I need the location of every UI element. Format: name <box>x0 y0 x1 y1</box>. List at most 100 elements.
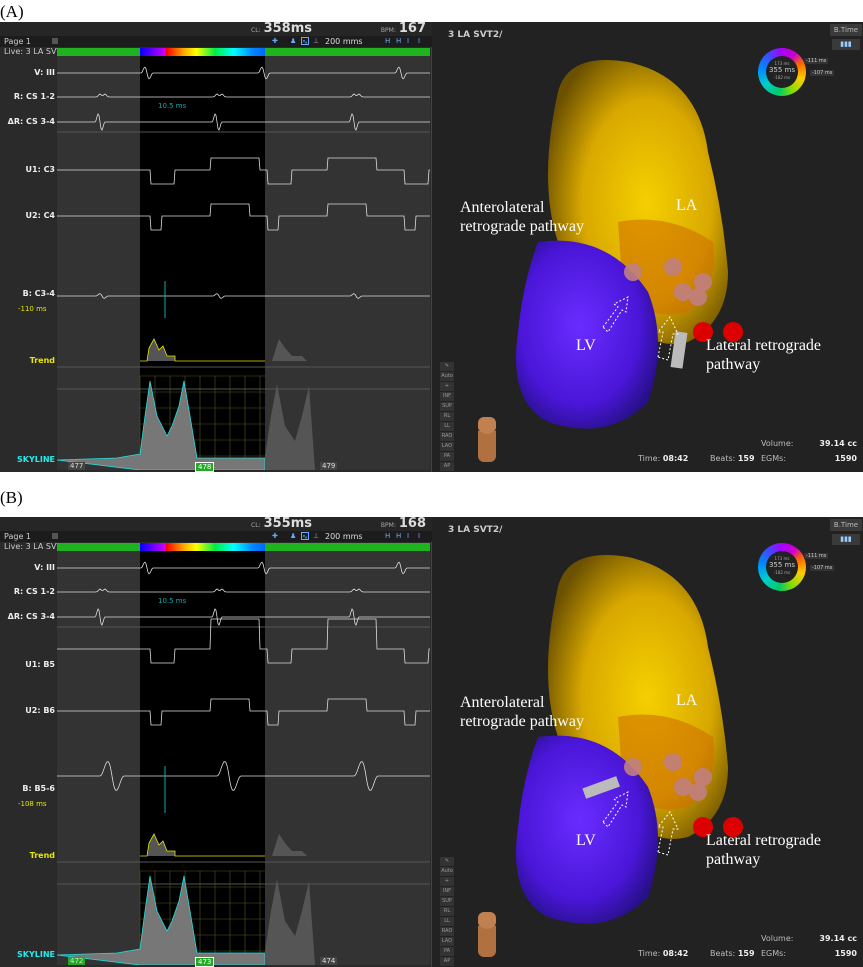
ablation-tag[interactable] <box>624 758 642 776</box>
view-button[interactable]: AP <box>440 462 454 471</box>
pin-button[interactable]: ✎ <box>440 857 454 866</box>
view-button[interactable]: AP <box>440 957 454 966</box>
view-button[interactable]: RAO <box>440 432 454 441</box>
caliper-v-icon[interactable]: I <box>407 532 410 540</box>
marker-icon[interactable]: ✚ <box>272 532 278 540</box>
channel-label[interactable]: R: CS 1-2 <box>13 587 55 596</box>
marker-icon[interactable]: ✚ <box>272 37 278 45</box>
page-dropdown-icon[interactable] <box>52 38 58 44</box>
channel-label[interactable]: ΔR: CS 3-4 <box>7 117 55 126</box>
sweep-speed-select[interactable]: 200 mms <box>325 532 363 541</box>
channel-label[interactable]: SKYLINE <box>17 455 55 464</box>
caliper-x-icon[interactable]: H <box>396 532 402 540</box>
page-select[interactable]: Page 1 <box>4 37 31 46</box>
ablation-tag-red[interactable] <box>723 322 743 342</box>
view-button[interactable]: LL <box>440 917 454 926</box>
map-mode-select[interactable]: B.Time <box>830 519 862 531</box>
view-button[interactable]: Auto <box>440 372 454 381</box>
view-button[interactable]: SUP <box>440 402 454 411</box>
sweep-speed-select[interactable]: 200 mms <box>325 37 363 46</box>
beat-label-current[interactable]: 473 <box>195 957 215 967</box>
wave-icon[interactable]: ∿ <box>301 532 309 541</box>
view-button[interactable]: INF <box>440 392 454 401</box>
beat-label[interactable]: 472 <box>68 957 86 965</box>
view-button[interactable]: INF <box>440 887 454 896</box>
pin-button[interactable]: ✎ <box>440 362 454 371</box>
scale-icon[interactable]: ⊥ <box>313 37 320 45</box>
map-panel[interactable]: 3 LA SVT2/ B.Time ▮▮▮ 173 ms 355 ms -182 m… <box>438 22 863 472</box>
ablation-tag[interactable] <box>689 288 707 306</box>
caliper-h-icon[interactable]: H <box>385 37 391 45</box>
ablation-tag-red[interactable] <box>723 817 743 837</box>
color-legend-button[interactable]: ▮▮▮ <box>832 39 860 50</box>
channel-label[interactable]: B: B5-6 <box>22 784 55 793</box>
scale-icon[interactable]: ⊥ <box>313 532 320 540</box>
beat-label[interactable]: 474 <box>320 957 338 965</box>
caliper-v-icon[interactable]: I <box>407 37 410 45</box>
channel-label[interactable]: Trend <box>29 356 55 365</box>
ablation-tag-red[interactable] <box>693 322 713 342</box>
view-button[interactable]: PA <box>440 947 454 956</box>
egm-trace <box>57 203 430 231</box>
channel-label[interactable]: U1: B5 <box>25 660 55 669</box>
cl-label: CL: <box>251 27 261 34</box>
person-icon[interactable]: ♟ <box>290 532 297 540</box>
ablation-tag[interactable] <box>674 778 692 796</box>
egm-trace <box>57 293 430 299</box>
view-button[interactable]: RL <box>440 412 454 421</box>
orientation-body-icon <box>478 912 496 957</box>
channel-label[interactable]: SKYLINE <box>17 950 55 959</box>
view-button[interactable]: + <box>440 382 454 391</box>
ablation-tag[interactable] <box>694 768 712 786</box>
window-colorbar[interactable] <box>140 48 265 56</box>
view-button[interactable]: RAO <box>440 927 454 936</box>
view-button[interactable]: + <box>440 877 454 886</box>
ablation-tag-red[interactable] <box>693 817 713 837</box>
view-button[interactable]: LAO <box>440 442 454 451</box>
channel-label[interactable]: U2: C4 <box>25 211 55 220</box>
channel-label[interactable]: V: III <box>34 563 55 572</box>
page-select[interactable]: Page 1 <box>4 532 31 541</box>
beat-label-current[interactable]: 478 <box>195 462 215 472</box>
cycle-length: CL: 355ms <box>251 517 312 533</box>
page-dropdown-icon[interactable] <box>52 533 58 539</box>
map-mode-select[interactable]: B.Time <box>830 24 862 36</box>
channel-label[interactable]: V: III <box>34 68 55 77</box>
ablation-tag[interactable] <box>624 263 642 281</box>
egms-value: 1590 <box>834 454 857 463</box>
ablation-tag[interactable] <box>694 273 712 291</box>
view-button[interactable]: LL <box>440 422 454 431</box>
ablation-tag[interactable] <box>674 283 692 301</box>
ablation-tag[interactable] <box>664 258 682 276</box>
view-button[interactable]: Auto <box>440 867 454 876</box>
channel-label[interactable]: Trend <box>29 851 55 860</box>
activation-color-ring[interactable]: 173 ms 355 ms -182 ms <box>758 48 806 96</box>
channel-label[interactable]: U2: B6 <box>25 706 55 715</box>
map-panel[interactable]: 3 LA SVT2/ B.Time ▮▮▮ 173 ms 355 ms -182 m… <box>438 517 863 967</box>
view-button[interactable]: PA <box>440 452 454 461</box>
window-colorbar[interactable] <box>140 543 265 551</box>
caliper-clear-icon[interactable]: I <box>418 37 421 45</box>
caliper-h-icon[interactable]: H <box>385 532 391 540</box>
color-legend-button[interactable]: ▮▮▮ <box>832 534 860 545</box>
channel-label[interactable]: U1: C3 <box>25 165 55 174</box>
view-button[interactable]: RL <box>440 907 454 916</box>
egm-trace <box>57 618 430 664</box>
view-button[interactable]: SUP <box>440 897 454 906</box>
wave-icon[interactable]: ∿ <box>301 37 309 46</box>
3d-anatomy-map[interactable] <box>498 42 758 442</box>
channel-label[interactable]: ΔR: CS 3-4 <box>7 612 55 621</box>
caliper-clear-icon[interactable]: I <box>418 532 421 540</box>
ablation-tag[interactable] <box>664 753 682 771</box>
egm-trace <box>57 157 430 185</box>
caliper-x-icon[interactable]: H <box>396 37 402 45</box>
activation-color-ring[interactable]: 173 ms 355 ms -182 ms <box>758 543 806 591</box>
beat-label[interactable]: 479 <box>320 462 338 470</box>
channel-label[interactable]: R: CS 1-2 <box>13 92 55 101</box>
3d-anatomy-map[interactable] <box>498 537 758 937</box>
person-icon[interactable]: ♟ <box>290 37 297 45</box>
view-button[interactable]: LAO <box>440 937 454 946</box>
ablation-tag[interactable] <box>689 783 707 801</box>
beat-label[interactable]: 477 <box>68 462 86 470</box>
channel-label[interactable]: B: C3-4 <box>22 289 55 298</box>
